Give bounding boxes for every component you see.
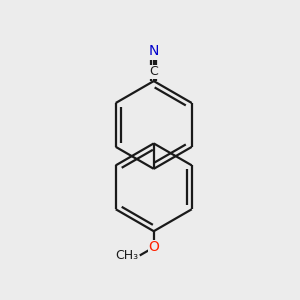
Text: C: C xyxy=(149,65,158,78)
Text: O: O xyxy=(148,240,159,254)
Text: CH₃: CH₃ xyxy=(116,249,139,262)
Text: N: N xyxy=(148,44,159,58)
